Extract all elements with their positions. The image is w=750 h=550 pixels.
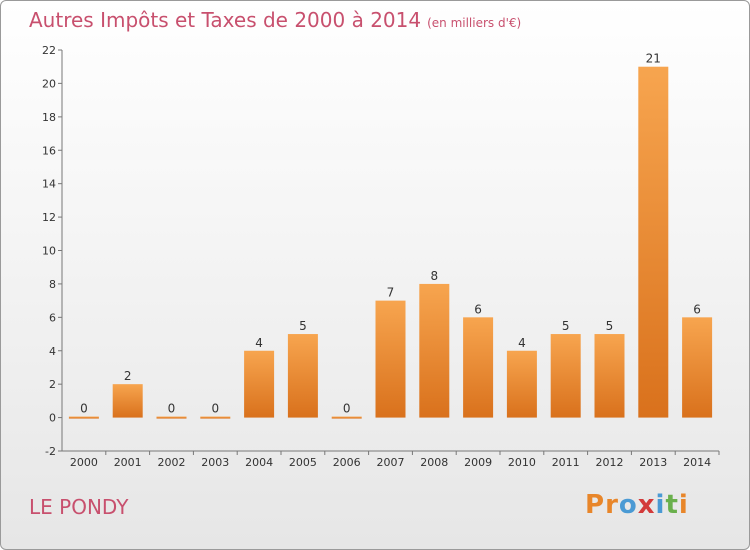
x-tick-label: 2003: [201, 456, 229, 469]
chart-title: Autres Impôts et Taxes de 2000 à 2014 (en…: [29, 8, 521, 32]
x-tick-label: 2005: [289, 456, 317, 469]
data-label: 4: [518, 336, 526, 350]
data-label: 21: [646, 52, 661, 66]
bar: [375, 300, 406, 418]
proxiti-logo: Proxiti: [585, 490, 689, 520]
chart-unit: (en milliers d'€): [427, 16, 522, 30]
bar: [638, 66, 669, 418]
y-tick-label: -2: [45, 445, 56, 458]
logo-letter: i: [678, 490, 689, 520]
x-tick-label: 2008: [420, 456, 448, 469]
bar: [594, 334, 625, 418]
data-label: 0: [343, 402, 351, 416]
logo-letter: x: [637, 490, 656, 520]
bar: [112, 384, 143, 418]
x-tick-label: 2006: [333, 456, 361, 469]
x-tick-label: 2012: [596, 456, 624, 469]
y-tick-label: 20: [42, 77, 56, 90]
bar: [463, 317, 494, 418]
y-tick-label: 8: [49, 278, 56, 291]
y-tick-label: 4: [49, 345, 56, 358]
logo-letter: t: [665, 490, 679, 520]
y-tick-label: 2: [49, 378, 56, 391]
x-tick-label: 2011: [552, 456, 580, 469]
x-tick-label: 2000: [70, 456, 98, 469]
logo-letter: o: [618, 490, 638, 520]
logo-letter: P: [585, 490, 606, 520]
chart-bars: [68, 66, 713, 419]
y-tick-label: 0: [49, 412, 56, 425]
y-tick-label: 18: [42, 111, 56, 124]
x-tick-label: 2014: [683, 456, 711, 469]
data-label: 8: [430, 269, 438, 283]
data-label: 2: [124, 369, 132, 383]
y-tick-label: 16: [42, 144, 56, 157]
data-label: 5: [299, 319, 307, 333]
data-label: 0: [80, 402, 88, 416]
commune-name: LE PONDY: [29, 495, 129, 519]
bar: [550, 334, 581, 418]
logo-letter: i: [655, 490, 666, 520]
bar: [156, 416, 187, 419]
logo-letter: r: [605, 490, 619, 520]
data-label: 0: [211, 402, 219, 416]
chart-labels: 0 2 0 0 4 5 0 7 8 6 4 5 5 21 6: [80, 52, 701, 416]
y-tick-label: 10: [42, 245, 56, 258]
y-tick-label: 14: [42, 178, 56, 191]
data-label: 5: [562, 319, 570, 333]
x-tick-label: 2013: [639, 456, 667, 469]
bar: [287, 334, 318, 418]
data-label: 6: [474, 302, 482, 316]
y-tick-label: 22: [42, 44, 56, 57]
bar: [331, 416, 362, 419]
bar: [68, 416, 99, 419]
x-tick-label: 2004: [245, 456, 273, 469]
bar: [506, 350, 537, 418]
x-tick-label: 2009: [464, 456, 492, 469]
bar: [419, 283, 450, 418]
data-label: 0: [168, 402, 176, 416]
data-label: 4: [255, 336, 263, 350]
bar: [200, 416, 231, 419]
data-label: 5: [606, 319, 614, 333]
bar: [682, 317, 713, 418]
x-tick-label: 2002: [158, 456, 186, 469]
x-tick-label: 2010: [508, 456, 536, 469]
x-tick-label: 2001: [114, 456, 142, 469]
bar: [244, 350, 275, 418]
data-label: 7: [387, 286, 395, 300]
x-tick-label: 2007: [377, 456, 405, 469]
chart-title-text: Autres Impôts et Taxes de 2000 à 2014: [29, 8, 422, 32]
y-tick-label: 12: [42, 211, 56, 224]
data-label: 6: [693, 302, 701, 316]
y-tick-label: 6: [49, 311, 56, 324]
